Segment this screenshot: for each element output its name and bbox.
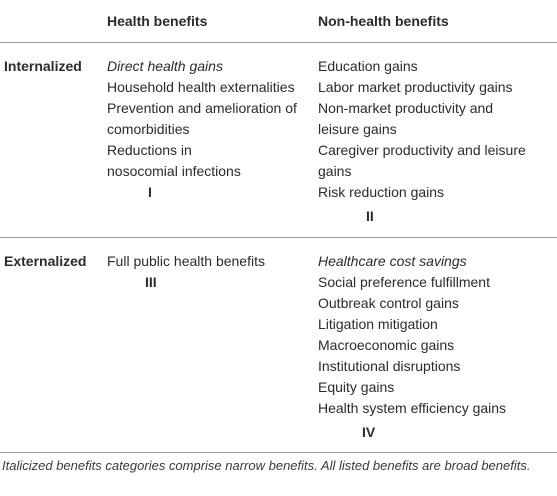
footnote: Italicized benefits categories comprise … xyxy=(2,458,531,473)
rule xyxy=(0,452,557,453)
cell-line: Risk reduction gains xyxy=(318,184,445,200)
cell-line: Outbreak control gains xyxy=(318,295,459,311)
cell-line: Labor market productivity gains xyxy=(318,79,513,95)
numeral: IV xyxy=(362,424,376,440)
numeral: III xyxy=(145,274,157,290)
cell-line: Healthcare cost savings xyxy=(318,253,467,269)
cell-line: Household health externalities xyxy=(107,79,295,95)
rule xyxy=(0,42,557,43)
cell-line: Litigation mitigation xyxy=(318,316,438,332)
cell-line: Health system efficiency gains xyxy=(318,400,507,416)
cell-line: Full public health benefits xyxy=(107,253,265,269)
cell-line: Prevention and amelioration of xyxy=(107,100,297,116)
cell-line: Non-market productivity and xyxy=(318,100,494,116)
cell-line: Education gains xyxy=(318,58,418,74)
numeral: I xyxy=(148,184,152,200)
cell-line: comorbidities xyxy=(107,121,190,137)
cell-line: Macroeconomic gains xyxy=(318,337,455,353)
cell-line: Caregiver productivity and leisure xyxy=(318,142,526,158)
row-label: Internalized xyxy=(4,58,82,74)
cell-line: Social preference fulfillment xyxy=(318,274,490,290)
cell-line: nosocomial infections xyxy=(107,163,241,179)
cell-line: Direct health gains xyxy=(107,58,223,74)
row-label: Externalized xyxy=(4,253,87,269)
header-cell: Non-health benefits xyxy=(318,13,449,29)
cell-line: Institutional disruptions xyxy=(318,358,461,374)
numeral: II xyxy=(366,208,374,224)
cell-line: gains xyxy=(318,163,352,179)
header-cell: Health benefits xyxy=(107,13,208,29)
rule xyxy=(0,237,557,238)
cell-line: Equity gains xyxy=(318,379,395,395)
cell-line: Reductions in xyxy=(107,142,192,158)
cell-line: leisure gains xyxy=(318,121,397,137)
